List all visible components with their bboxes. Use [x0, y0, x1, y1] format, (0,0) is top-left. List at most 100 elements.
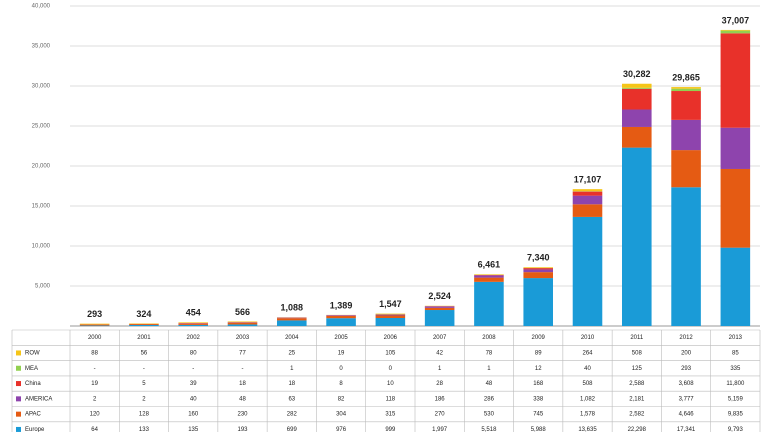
- y-tick-label: 15,000: [32, 204, 51, 210]
- bar-segment: [424, 307, 455, 311]
- bar-segment: [720, 33, 751, 128]
- total-label: 1,389: [330, 300, 353, 310]
- bar-segment: [671, 150, 701, 188]
- x-tick-label: 2002: [187, 335, 201, 341]
- x-tick-label: 2003: [236, 335, 250, 341]
- table-cell: 3,777: [679, 396, 695, 402]
- bar-segment: [671, 88, 701, 92]
- table-cell: 1: [290, 366, 294, 372]
- total-label: 6,461: [478, 260, 501, 270]
- bar-segment: [326, 315, 356, 316]
- table-cell: 304: [336, 412, 347, 418]
- table-cell: 19: [91, 381, 98, 387]
- table-cell: 293: [681, 366, 692, 372]
- table-cell: -: [143, 366, 145, 372]
- legend-swatch: [16, 396, 21, 402]
- table-cell: 2: [142, 396, 146, 402]
- total-label: 2,524: [428, 291, 451, 301]
- bar-segment: [79, 323, 110, 325]
- x-tick-label: 2011: [630, 335, 644, 341]
- table-cell: 286: [484, 396, 495, 402]
- total-label: 1,547: [379, 299, 402, 309]
- table-cell: 13,635: [578, 427, 597, 432]
- bar-segment: [375, 318, 406, 326]
- table-cell: 0: [389, 366, 393, 372]
- table-cell: 40: [190, 396, 197, 402]
- bar-segment: [227, 322, 258, 325]
- y-tick-label: 35,000: [32, 44, 51, 50]
- total-label: 324: [136, 309, 151, 319]
- bar-segment: [622, 147, 652, 326]
- bar-segment: [572, 204, 603, 217]
- table-cell: 1,997: [432, 427, 448, 432]
- bar-segment: [277, 318, 307, 321]
- x-tick-label: 2004: [285, 335, 299, 341]
- table-cell: 530: [484, 412, 495, 418]
- bar-segment: [375, 313, 406, 315]
- bar-segment: [622, 88, 652, 110]
- table-cell: 5,518: [481, 427, 497, 432]
- bar-segment: [720, 247, 751, 326]
- x-tick-label: 2006: [384, 335, 398, 341]
- table-cell: -: [242, 366, 244, 372]
- table-cell: 19: [338, 351, 345, 357]
- table-cell: -: [192, 366, 194, 372]
- table-cell: 9,793: [728, 427, 744, 432]
- table-cell: 8: [339, 381, 343, 387]
- bar-segment: [523, 267, 553, 268]
- bar-segment: [720, 127, 751, 169]
- bar-segment: [720, 168, 751, 248]
- table-cell: 133: [139, 427, 150, 432]
- table-cell: 135: [188, 427, 199, 432]
- bar-segment: [178, 323, 208, 325]
- bar-segment: [326, 318, 356, 326]
- total-label: 454: [186, 308, 201, 318]
- x-tick-label: 2000: [88, 335, 102, 341]
- legend-swatch: [16, 350, 21, 356]
- table-cell: 18: [239, 381, 246, 387]
- table-cell: 200: [681, 351, 692, 357]
- x-tick-label: 2012: [679, 335, 693, 341]
- table-cell: 89: [535, 351, 542, 357]
- y-tick-label: 30,000: [32, 84, 51, 90]
- table-cell: 338: [533, 396, 544, 402]
- bar-segment: [474, 277, 504, 282]
- table-cell: 264: [582, 351, 593, 357]
- bar-segment: [474, 275, 504, 278]
- table-cell: 12: [535, 366, 542, 372]
- total-label: 29,865: [672, 72, 700, 82]
- legend-swatch: [16, 426, 21, 432]
- bar-segment: [523, 272, 553, 279]
- y-tick-label: 5,000: [35, 284, 51, 290]
- table-cell: 40: [584, 366, 591, 372]
- table-cell: 2,181: [629, 396, 645, 402]
- total-label: 1,088: [281, 303, 304, 313]
- table-cell: 1: [438, 366, 442, 372]
- table-cell: 999: [385, 427, 396, 432]
- table-cell: 168: [533, 381, 544, 387]
- table-cell: 2,588: [629, 381, 645, 387]
- y-tick-label: 10,000: [32, 244, 51, 250]
- table-cell: 88: [91, 351, 98, 357]
- table-cell: 3,608: [679, 381, 695, 387]
- table-cell: 4,646: [679, 412, 695, 418]
- bar-segment: [622, 87, 652, 89]
- bar-segment: [375, 314, 406, 316]
- table-cell: 186: [435, 396, 446, 402]
- bar-segment: [79, 325, 110, 326]
- bar-segment: [424, 310, 455, 326]
- table-cell: 25: [288, 351, 295, 357]
- legend-label: ROW: [25, 351, 40, 357]
- bar-segment: [129, 323, 159, 325]
- bar-segment: [671, 187, 701, 326]
- bar-segment: [277, 317, 307, 319]
- table-cell: -: [94, 366, 96, 372]
- total-label: 17,107: [574, 175, 602, 185]
- bar-segment: [671, 87, 701, 89]
- x-tick-label: 2010: [581, 335, 595, 341]
- legend-swatch: [16, 381, 21, 387]
- total-label: 566: [235, 307, 250, 317]
- total-label: 7,340: [527, 253, 550, 263]
- table-cell: 745: [533, 412, 544, 418]
- bar-segment: [622, 109, 652, 127]
